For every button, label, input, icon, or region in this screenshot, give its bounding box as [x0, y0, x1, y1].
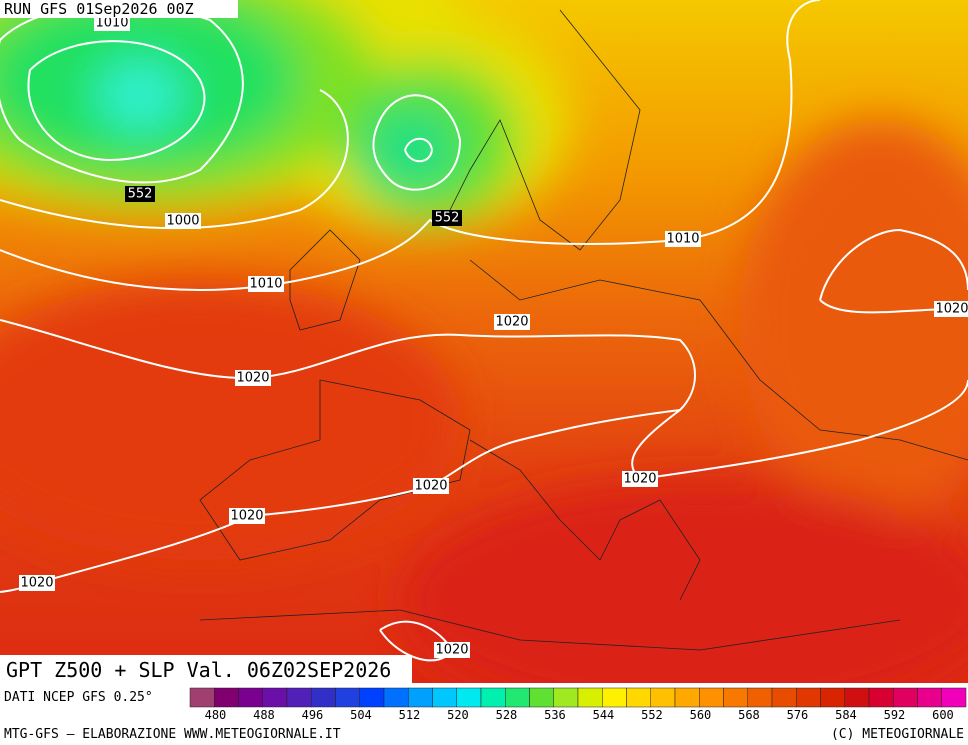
- contour-label: 1020: [435, 643, 468, 658]
- colorbar-cell: [480, 687, 506, 708]
- colorbar-cell: [868, 687, 894, 708]
- colorbar-cell: [820, 687, 845, 708]
- colorbar-label: 528: [496, 708, 518, 722]
- colorbar-label: 496: [302, 708, 324, 722]
- colorbar-cell: [796, 687, 821, 708]
- colorbar-label: 584: [835, 708, 857, 722]
- colorbar-cell: [505, 687, 530, 708]
- contour-label: 1010: [249, 277, 282, 292]
- colorbar-label: 560: [690, 708, 712, 722]
- colorbar-label: 600: [932, 708, 954, 722]
- contour-label: 1010: [666, 232, 699, 247]
- colorbar-cell: [650, 687, 676, 708]
- colorbar-cell: [359, 687, 385, 708]
- colorbar-cell: [189, 687, 215, 708]
- data-source: DATI NCEP GFS 0.25°: [4, 690, 153, 705]
- colorbar-cell: [917, 687, 942, 708]
- colorbar-label: 552: [641, 708, 663, 722]
- colorbar-cell: [432, 687, 457, 708]
- colorbar-cell: [844, 687, 870, 708]
- colorbar-cell: [723, 687, 748, 708]
- colorbar-cell: [335, 687, 360, 708]
- colorbar-cell: [747, 687, 773, 708]
- contour-labels: 1010 552 1000 552 1010 1010 1020 1020 10…: [19, 15, 968, 658]
- colorbar-cell: [311, 687, 336, 708]
- colorbar-label: 512: [399, 708, 421, 722]
- copyright: (C) METEOGIORNALE: [831, 727, 964, 742]
- colorbar-cell: [699, 687, 724, 708]
- contour-label: 1020: [20, 576, 53, 591]
- colorbar-label: 544: [593, 708, 615, 722]
- contour-label: 552: [128, 187, 153, 202]
- colorbar-cell: [771, 687, 797, 708]
- colorbar-label: 568: [738, 708, 760, 722]
- colorbar-cell: [214, 687, 239, 708]
- colorbar-cell: [577, 687, 603, 708]
- run-label: RUN GFS 01Sep2026 00Z: [4, 0, 194, 18]
- colorbar-cell: [602, 687, 627, 708]
- contour-label: 1010: [95, 16, 128, 31]
- colorbar-cell: [893, 687, 918, 708]
- colorbar: 480 488 496 504 512 520 528 536 544 552 560 568 576 5…: [189, 687, 967, 722]
- colorbar-cell: [383, 687, 409, 708]
- colorbar-cell: [553, 687, 579, 708]
- map-title: GPT Z500 + SLP Val. 06Z02SEP2026: [6, 658, 391, 682]
- colorbar-label: 592: [884, 708, 906, 722]
- map: [0, 0, 968, 683]
- colorbar-cell: [286, 687, 312, 708]
- contour-label: 1020: [495, 315, 528, 330]
- colorbar-cell: [941, 687, 967, 708]
- contour-label: 1020: [414, 479, 447, 494]
- colorbar-label: 504: [350, 708, 372, 722]
- colorbar-cell: [674, 687, 700, 708]
- contour-label: 1020: [236, 371, 269, 386]
- colorbar-label: 480: [205, 708, 227, 722]
- contour-label: 1020: [230, 509, 263, 524]
- colorbar-cell: [408, 687, 433, 708]
- credit: MTG-GFS — ELABORAZIONE WWW.METEOGIORNALE…: [4, 727, 341, 742]
- colorbar-cell: [529, 687, 554, 708]
- contour-label: 1020: [935, 302, 968, 317]
- colorbar-cell: [626, 687, 651, 708]
- colorbar-cell: [456, 687, 482, 708]
- colorbar-label: 576: [787, 708, 809, 722]
- colorbar-label: 520: [447, 708, 469, 722]
- colorbar-cell: [238, 687, 263, 708]
- colorbar-label: 536: [544, 708, 566, 722]
- colorbar-cell: [262, 687, 288, 708]
- contour-label: 1020: [623, 472, 656, 487]
- contour-label: 1000: [166, 214, 199, 229]
- colorbar-label: 488: [253, 708, 275, 722]
- contour-label: 552: [435, 211, 460, 226]
